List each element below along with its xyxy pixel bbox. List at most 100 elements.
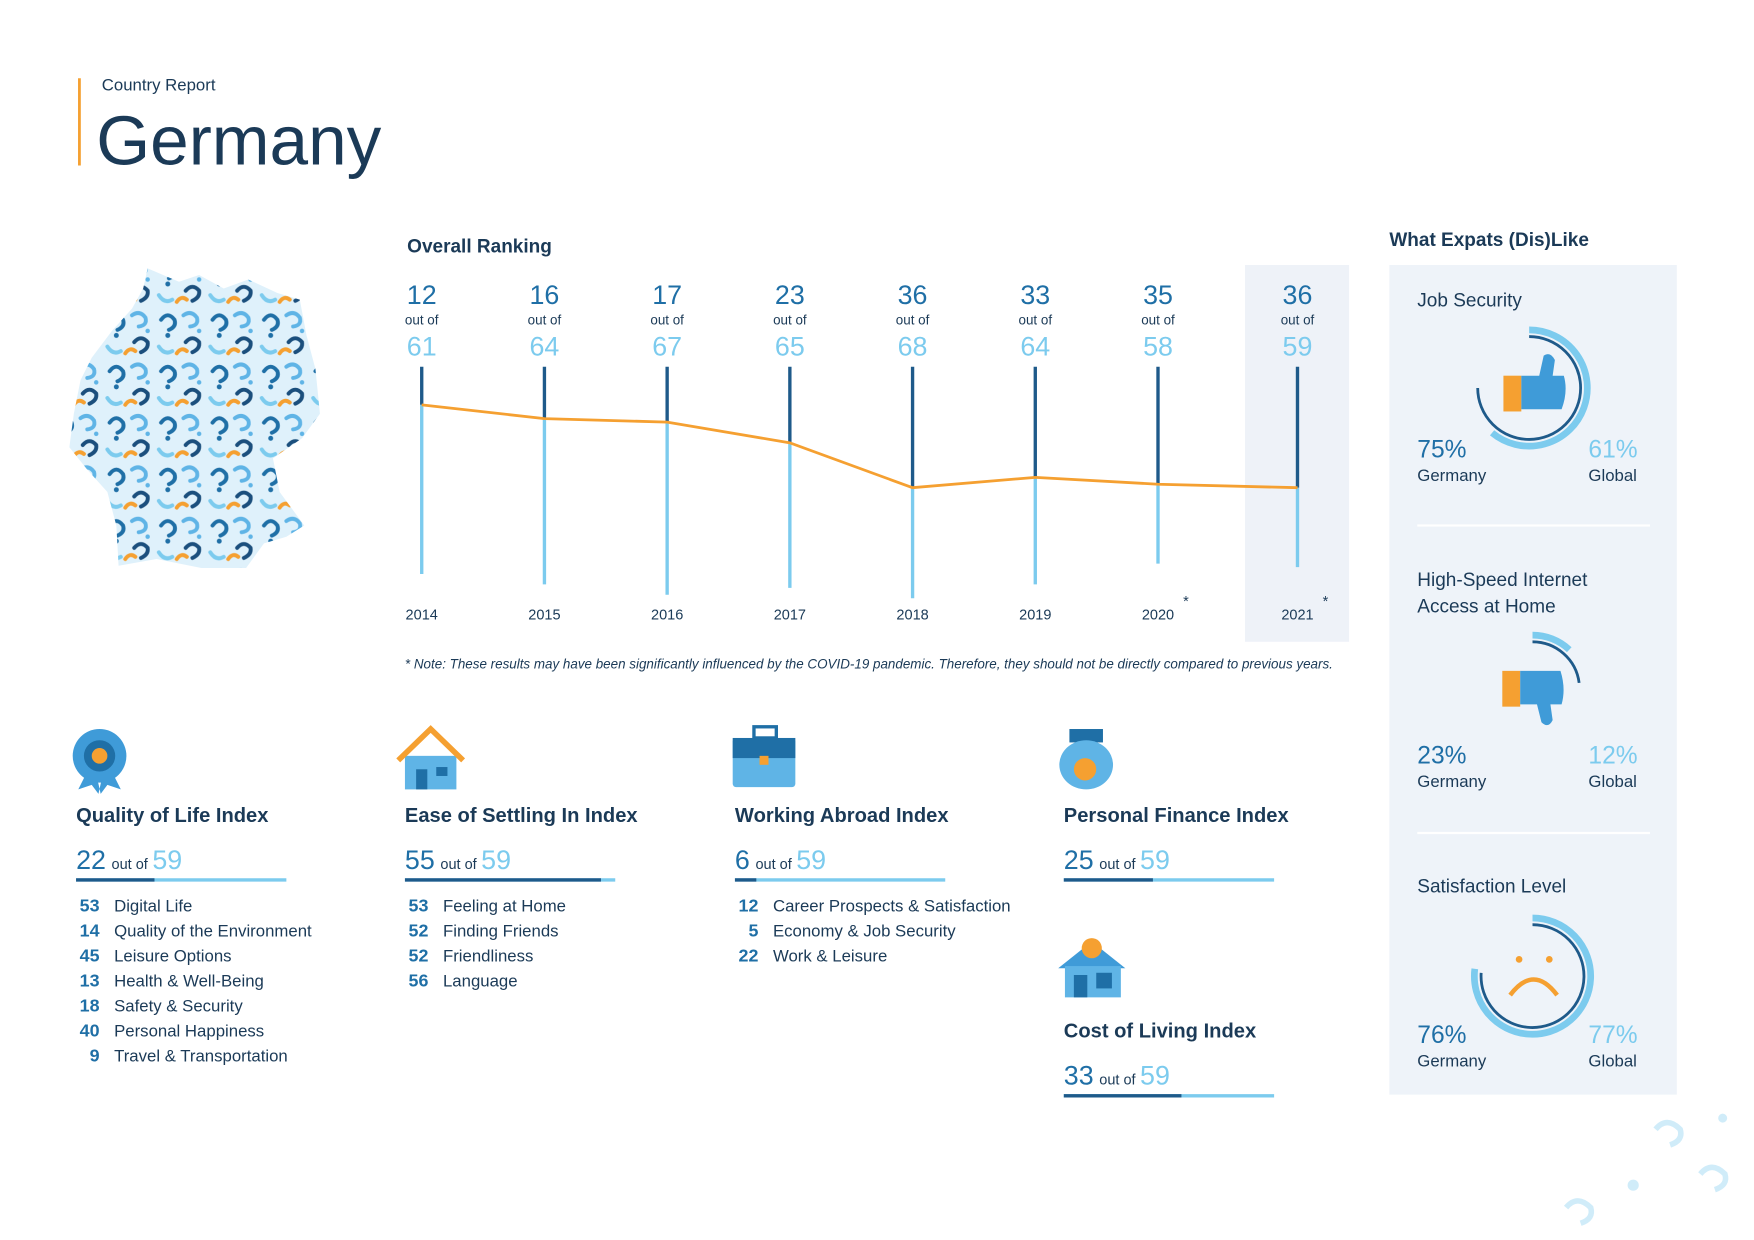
- sad-face-icon: [1508, 955, 1559, 997]
- rank-value: 36: [898, 280, 928, 310]
- year-label: 2018: [896, 607, 928, 623]
- total-value: 59: [1283, 332, 1313, 362]
- sub-rank: 5: [748, 920, 758, 940]
- out-of-label: out of: [1019, 312, 1053, 327]
- chart-title: Overall Ranking: [407, 237, 552, 258]
- index-rank: 6: [735, 845, 750, 875]
- rank-value: 16: [530, 280, 560, 310]
- year-label: 2014: [406, 607, 438, 623]
- sub-rank: 56: [409, 970, 429, 990]
- rank-value: 36: [1283, 280, 1313, 310]
- sub-label: Friendliness: [443, 946, 533, 965]
- sub-label: Quality of the Environment: [114, 921, 312, 940]
- sub-label: Finding Friends: [443, 921, 559, 940]
- country-value: 76%: [1417, 1022, 1466, 1049]
- rank-value: 23: [775, 280, 805, 310]
- sub-label: Language: [443, 971, 518, 990]
- quality-of-life-icon: [72, 729, 127, 794]
- country-map: [69, 268, 320, 569]
- index-title: Cost of Living Index: [1064, 1021, 1257, 1043]
- out-of-label: out of: [1141, 312, 1175, 327]
- rank-value: 35: [1143, 280, 1173, 310]
- global-name: Global: [1588, 772, 1636, 791]
- page-title: Germany: [96, 101, 381, 179]
- country-arc: [1476, 335, 1582, 441]
- rank-value: 33: [1020, 280, 1050, 310]
- chart-note: * Note: These results may have been sign…: [405, 657, 1333, 672]
- index-total: 59: [1140, 1061, 1170, 1091]
- index-rank-line: 55 out of 59: [405, 845, 511, 875]
- index-title: Ease of Settling In Index: [405, 805, 638, 827]
- sub-rank: 40: [80, 1021, 100, 1041]
- sub-rank: 18: [80, 995, 100, 1015]
- year-label: 2016: [651, 607, 683, 623]
- sub-label: Leisure Options: [114, 946, 231, 965]
- sub-label: Career Prospects & Satisfaction: [773, 896, 1011, 915]
- index-total: 59: [481, 845, 511, 875]
- index-total: 59: [152, 845, 182, 875]
- index-out-of: out of: [1099, 857, 1136, 873]
- index-rank-line: 22 out of 59: [76, 845, 182, 875]
- corner-decoration: [1563, 1113, 1729, 1226]
- country-name: Germany: [1417, 466, 1487, 485]
- sub-label: Feeling at Home: [443, 896, 566, 915]
- thumb-up-icon: [1503, 354, 1566, 412]
- year-label: 2019: [1019, 607, 1051, 623]
- global-value: 61%: [1588, 436, 1637, 463]
- country-arc: [1532, 640, 1581, 684]
- like-label: Job Security: [1417, 290, 1522, 311]
- country-value: 23%: [1417, 743, 1466, 770]
- total-value: 64: [1020, 332, 1050, 362]
- index-title: Personal Finance Index: [1064, 805, 1290, 827]
- global-value: 12%: [1588, 743, 1637, 770]
- index-title: Working Abroad Index: [735, 805, 949, 827]
- settling-in-icon: [396, 725, 466, 790]
- working-abroad-icon: [732, 725, 796, 788]
- sub-rank: 13: [80, 970, 100, 990]
- year-label: 2021: [1281, 607, 1313, 623]
- sub-rank: 12: [739, 895, 759, 915]
- sub-rank: 53: [409, 895, 429, 915]
- likes-title: What Expats (Dis)Like: [1389, 230, 1589, 251]
- global-arc: [1489, 326, 1591, 450]
- year-label: 2017: [774, 607, 806, 623]
- footnote-mark: *: [1323, 594, 1329, 610]
- index-rank: 33: [1064, 1061, 1094, 1091]
- country-arc: [1479, 923, 1586, 1029]
- sub-label: Digital Life: [114, 896, 192, 915]
- total-value: 67: [652, 332, 682, 362]
- total-value: 65: [775, 332, 805, 362]
- global-name: Global: [1588, 1052, 1636, 1071]
- out-of-label: out of: [528, 312, 562, 327]
- total-value: 58: [1143, 332, 1173, 362]
- sub-label: Health & Well-Being: [114, 971, 264, 990]
- personal-finance-icon: [1059, 729, 1114, 790]
- index-rank: 25: [1064, 845, 1094, 875]
- sub-rank: 14: [80, 920, 100, 940]
- index-out-of: out of: [112, 857, 149, 873]
- index-out-of: out of: [440, 857, 477, 873]
- footnote-mark: *: [1183, 594, 1189, 610]
- sub-label: Economy & Job Security: [773, 921, 956, 940]
- index-rank: 55: [405, 845, 435, 875]
- like-label: Access at Home: [1417, 597, 1555, 618]
- sub-label: Personal Happiness: [114, 1022, 264, 1041]
- year-label: 2020: [1142, 607, 1174, 623]
- index-out-of: out of: [755, 857, 792, 873]
- country-name: Germany: [1417, 772, 1487, 791]
- index-total: 59: [796, 845, 826, 875]
- sub-rank: 9: [90, 1046, 100, 1066]
- sub-rank: 53: [80, 895, 100, 915]
- index-out-of: out of: [1099, 1073, 1136, 1089]
- out-of-label: out of: [773, 312, 807, 327]
- like-label: Satisfaction Level: [1417, 876, 1566, 897]
- out-of-label: out of: [896, 312, 930, 327]
- year-label: 2015: [528, 607, 560, 623]
- index-total: 59: [1140, 845, 1170, 875]
- sub-rank: 52: [409, 945, 429, 965]
- global-value: 77%: [1588, 1022, 1637, 1049]
- index-rank-line: 25 out of 59: [1064, 845, 1170, 875]
- rank-value: 12: [407, 280, 437, 310]
- cost-of-living-icon: [1058, 938, 1126, 998]
